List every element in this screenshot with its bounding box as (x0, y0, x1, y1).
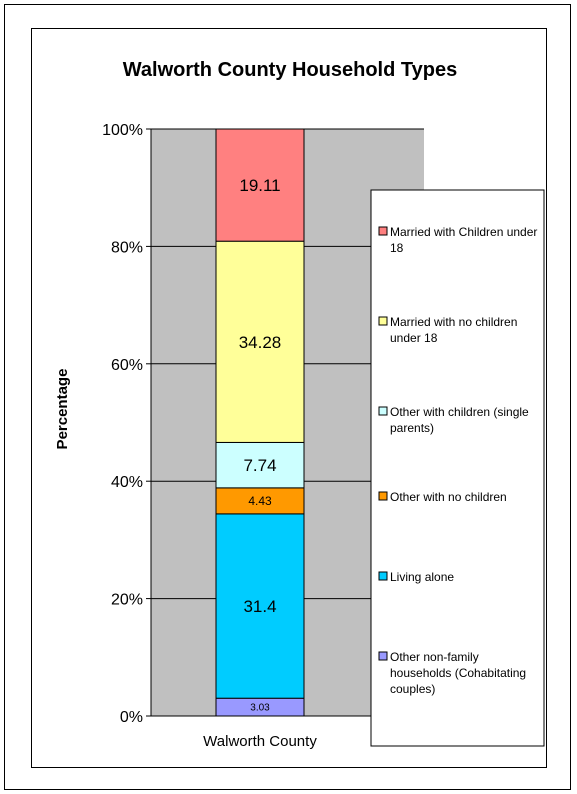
bar-segment[interactable] (215, 513, 305, 699)
legend-label[interactable]: Married with Children under (390, 225, 537, 239)
bar-segment[interactable] (215, 240, 305, 443)
y-tick-label: 100% (102, 122, 143, 139)
legend-label[interactable]: couples) (390, 682, 435, 696)
legend-swatch[interactable] (378, 651, 388, 661)
y-axis-label: Percentage (54, 369, 71, 450)
legend-box (370, 189, 545, 747)
legend-label[interactable]: Living alone (390, 570, 454, 584)
data-label: 19.11 (239, 176, 280, 195)
legend-swatch[interactable] (378, 491, 388, 501)
legend-label[interactable]: 18 (390, 241, 404, 255)
legend-swatch[interactable] (378, 406, 388, 416)
legend-swatch[interactable] (378, 316, 388, 326)
data-label: 4.43 (248, 494, 272, 508)
data-label: 3.03 (250, 703, 270, 714)
y-tick-label: 0% (120, 709, 143, 726)
bar-segment[interactable] (215, 128, 305, 242)
data-label: 34.28 (239, 333, 282, 352)
data-label: 7.74 (243, 456, 276, 475)
bar-segment[interactable] (215, 441, 305, 489)
legend-label[interactable]: Married with no children (390, 315, 517, 329)
legend-label[interactable]: Other with children (single (390, 405, 529, 419)
legend-swatch[interactable] (378, 226, 388, 236)
legend-label[interactable]: households (Cohabitating (390, 666, 526, 680)
y-tick-label: 60% (111, 357, 143, 374)
y-tick-label: 20% (111, 592, 143, 609)
x-category-label: Walworth County (203, 733, 317, 750)
chart-area: Walworth County Household Types 0% 20% 40% 6… (31, 28, 547, 768)
bar-segment[interactable] (215, 487, 305, 515)
chart-svg: Walworth County Household Types 0% 20% 40% 6… (54, 59, 545, 750)
legend-label[interactable]: under 18 (390, 331, 438, 345)
legend-swatch[interactable] (378, 571, 388, 581)
legend-label[interactable]: Other non-family (390, 650, 479, 664)
chart-title: Walworth County Household Types (123, 59, 457, 81)
legend-label[interactable]: parents) (390, 421, 434, 435)
y-tick-label: 40% (111, 474, 143, 491)
y-tick-label: 80% (111, 239, 143, 256)
legend-label[interactable]: Other with no children (390, 490, 507, 504)
data-label: 31.4 (243, 597, 276, 616)
